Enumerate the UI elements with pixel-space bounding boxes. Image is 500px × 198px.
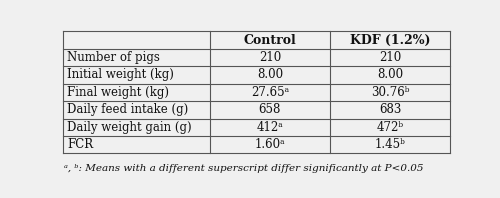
Text: 412ᵃ: 412ᵃ [256, 121, 283, 134]
Text: 658: 658 [258, 103, 281, 116]
Text: ᵃ, ᵇ: Means with a different superscript differ significantly at P<0.05: ᵃ, ᵇ: Means with a different superscript… [64, 164, 424, 173]
Text: Initial weight (kg): Initial weight (kg) [67, 69, 174, 81]
Text: KDF (1.2%): KDF (1.2%) [350, 34, 430, 47]
Text: Daily weight gain (g): Daily weight gain (g) [67, 121, 192, 134]
Text: Final weight (kg): Final weight (kg) [67, 86, 169, 99]
Text: 1.45ᵇ: 1.45ᵇ [374, 138, 406, 151]
Text: 210: 210 [258, 51, 281, 64]
Text: 683: 683 [379, 103, 401, 116]
Text: 27.65ᵃ: 27.65ᵃ [251, 86, 289, 99]
Text: FCR: FCR [67, 138, 94, 151]
Text: Number of pigs: Number of pigs [67, 51, 160, 64]
Text: Control: Control [244, 34, 296, 47]
Text: 30.76ᵇ: 30.76ᵇ [370, 86, 409, 99]
Text: 8.00: 8.00 [377, 69, 403, 81]
Text: Daily feed intake (g): Daily feed intake (g) [67, 103, 188, 116]
Text: 210: 210 [379, 51, 401, 64]
Text: 472ᵇ: 472ᵇ [376, 121, 404, 134]
Text: 1.60ᵃ: 1.60ᵃ [254, 138, 285, 151]
Text: 8.00: 8.00 [257, 69, 283, 81]
